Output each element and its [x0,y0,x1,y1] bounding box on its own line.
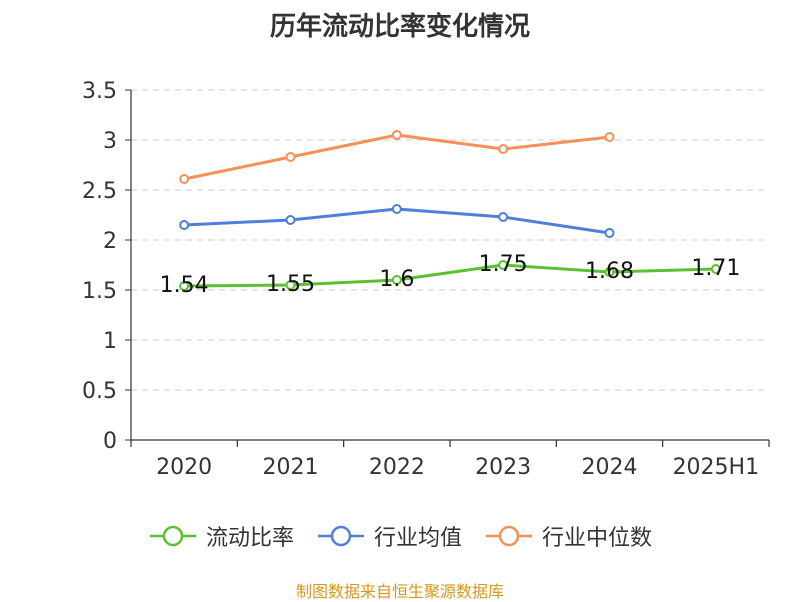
chart-title: 历年流动比率变化情况 [269,12,530,42]
data-point-industry-mean [179,220,190,230]
data-point-industry-mean [604,228,615,238]
series-line-current-ratio [184,263,716,288]
x-tick-label: 2021 [263,455,319,480]
data-label-current-ratio: 1.54 [160,273,209,298]
legend-marker-industry-mean [317,525,364,547]
y-tick-label: 0 [103,429,117,454]
x-tick-label: 2023 [475,455,531,480]
x-tick-label: 2020 [156,455,212,480]
y-tick-label: 2.5 [82,179,117,204]
data-point-current-ratio [498,260,509,270]
legend-item-current-ratio[interactable]: 流动比率 [148,520,294,552]
data-label-current-ratio: 1.71 [691,256,740,281]
data-label-current-ratio: 1.75 [479,252,528,277]
legend-marker-current-ratio [149,525,196,547]
y-tick-label: 2 [103,229,117,254]
data-point-industry-median [604,132,615,142]
data-label-current-ratio: 1.55 [266,272,315,297]
data-point-industry-median [498,144,509,154]
legend-label-current-ratio: 流动比率 [205,526,294,551]
legend-item-industry-mean[interactable]: 行业均值 [316,520,462,552]
data-point-current-ratio [604,267,615,277]
data-point-industry-median [391,130,402,140]
data-point-current-ratio [710,264,721,274]
data-point-current-ratio [179,281,190,291]
data-point-industry-mean [498,212,509,222]
y-tick-label: 3.5 [82,79,117,104]
series-line-industry-median [183,133,610,181]
data-point-current-ratio [285,280,296,290]
data-point-industry-mean [391,204,402,214]
data-source-note: 制图数据来自恒生聚源数据库 [295,582,504,601]
y-tick-label: 0.5 [82,379,117,404]
legend-item-industry-median[interactable]: 行业中位数 [484,520,652,552]
data-label-current-ratio: 1.6 [379,267,414,292]
legend-label-industry-median: 行业中位数 [542,526,653,551]
y-tick-label: 1.5 [82,279,117,304]
y-tick-label: 1 [103,329,117,354]
y-tick-label: 3 [103,129,117,154]
chart-legend: 流动比率 行业均值 行业中位数 [0,518,800,554]
data-point-industry-median [285,152,296,162]
x-tick-label: 2022 [369,455,425,480]
data-point-industry-mean [285,215,296,225]
legend-marker-industry-median [486,525,532,547]
data-point-current-ratio [391,275,402,285]
data-point-industry-median [179,174,190,184]
x-tick-label: 2025H1 [673,455,760,480]
legend-label-industry-mean: 行业均值 [373,526,462,551]
data-label-current-ratio: 1.68 [585,259,634,284]
x-tick-label: 2024 [582,455,638,480]
